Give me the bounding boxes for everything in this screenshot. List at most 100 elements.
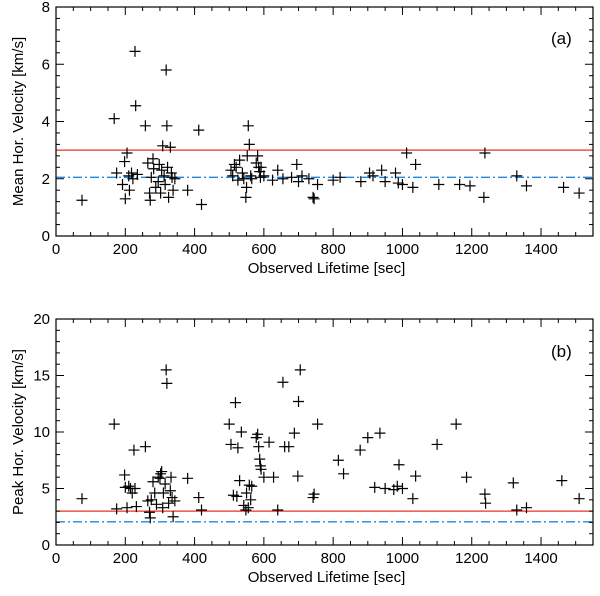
data-point <box>277 173 289 185</box>
data-point <box>240 191 252 203</box>
data-point <box>241 181 253 193</box>
data-point <box>401 147 413 159</box>
x-tick-label: 800 <box>321 550 346 567</box>
data-point <box>127 173 139 185</box>
data-point <box>147 153 159 165</box>
data-point <box>255 463 267 475</box>
data-point <box>130 100 142 112</box>
data-point <box>464 180 476 192</box>
data-point <box>144 187 156 199</box>
data-point <box>144 506 156 518</box>
data-point <box>461 471 473 483</box>
data-point <box>225 164 237 176</box>
data-point <box>303 173 315 185</box>
data-point <box>117 178 129 190</box>
data-point <box>129 45 141 57</box>
data-point <box>362 432 374 444</box>
y-tick-label: 20 <box>33 311 50 328</box>
data-point <box>167 184 179 196</box>
y-tick-label: 0 <box>42 537 50 554</box>
data-point <box>252 428 264 440</box>
data-point <box>246 480 258 492</box>
data-point <box>196 504 208 516</box>
x-axis-label: Observed Lifetime [sec] <box>248 569 406 586</box>
data-point <box>123 480 135 492</box>
data-point <box>243 479 255 491</box>
data-point <box>454 178 466 190</box>
data-point <box>391 480 403 492</box>
data-point <box>376 164 388 176</box>
data-point <box>245 494 257 506</box>
data-point <box>558 181 570 193</box>
data-point <box>119 469 131 481</box>
data-point <box>253 441 265 453</box>
panel-a: 0 200 400 600 800 1000 1200 1400 0 2 4 6 8 Observed L… <box>10 0 594 277</box>
data-point <box>232 442 244 454</box>
data-point <box>235 426 247 438</box>
data-point <box>277 376 289 388</box>
data-point <box>272 504 284 516</box>
data-point <box>390 167 402 179</box>
data-point <box>327 174 339 186</box>
data-point <box>308 193 320 205</box>
data-point <box>431 438 443 450</box>
data-point <box>511 170 523 182</box>
x-tick-label: 400 <box>182 550 207 567</box>
data-point <box>288 427 300 439</box>
data-point <box>479 488 491 500</box>
data-point <box>267 174 279 186</box>
data-point <box>227 170 239 182</box>
data-point <box>338 468 350 480</box>
x-tick-label: 400 <box>182 241 207 258</box>
data-point <box>142 157 154 169</box>
data-point <box>520 502 532 514</box>
x-tick-label: 0 <box>52 550 60 567</box>
data-point <box>396 483 408 494</box>
data-point <box>156 164 168 176</box>
y-axis-label: Peak Hor. Velocity [km/s] <box>10 349 27 515</box>
data-point <box>258 170 270 182</box>
data-point <box>292 470 304 482</box>
x-tick-label: 1400 <box>524 550 557 567</box>
data-point <box>152 176 164 188</box>
data-point <box>153 158 165 170</box>
data-point <box>111 167 123 179</box>
data-point <box>307 191 319 203</box>
data-point <box>108 418 120 430</box>
data-point <box>573 493 585 505</box>
data-point <box>511 504 523 516</box>
data-point <box>223 418 235 430</box>
data-point <box>332 454 344 466</box>
data-point <box>242 502 254 514</box>
data-point <box>144 512 156 524</box>
data-point <box>139 120 151 132</box>
data-point <box>228 158 240 170</box>
y-tick-label: 2 <box>42 171 50 188</box>
data-point <box>119 156 131 168</box>
data-point <box>258 471 270 483</box>
data-point <box>145 171 157 183</box>
data-point <box>230 161 242 173</box>
data-point <box>160 64 172 76</box>
data-point <box>128 444 140 456</box>
data-point <box>245 170 257 182</box>
data-point <box>250 157 262 169</box>
y-tick-label: 0 <box>42 228 50 245</box>
data-point <box>161 377 173 389</box>
y-tick-label: 8 <box>42 0 50 16</box>
data-point <box>283 441 295 453</box>
data-point <box>164 485 176 497</box>
data-point <box>126 487 138 499</box>
data-point <box>148 163 160 175</box>
x-tick-label: 1400 <box>524 241 557 258</box>
data-point <box>367 170 379 182</box>
data-point <box>182 184 194 196</box>
data-point <box>236 167 248 179</box>
data-point <box>479 147 491 159</box>
data-point <box>334 171 346 183</box>
x-tick-label: 800 <box>321 241 346 258</box>
data-point <box>158 170 170 182</box>
data-point <box>407 493 419 505</box>
data-point <box>312 178 324 190</box>
